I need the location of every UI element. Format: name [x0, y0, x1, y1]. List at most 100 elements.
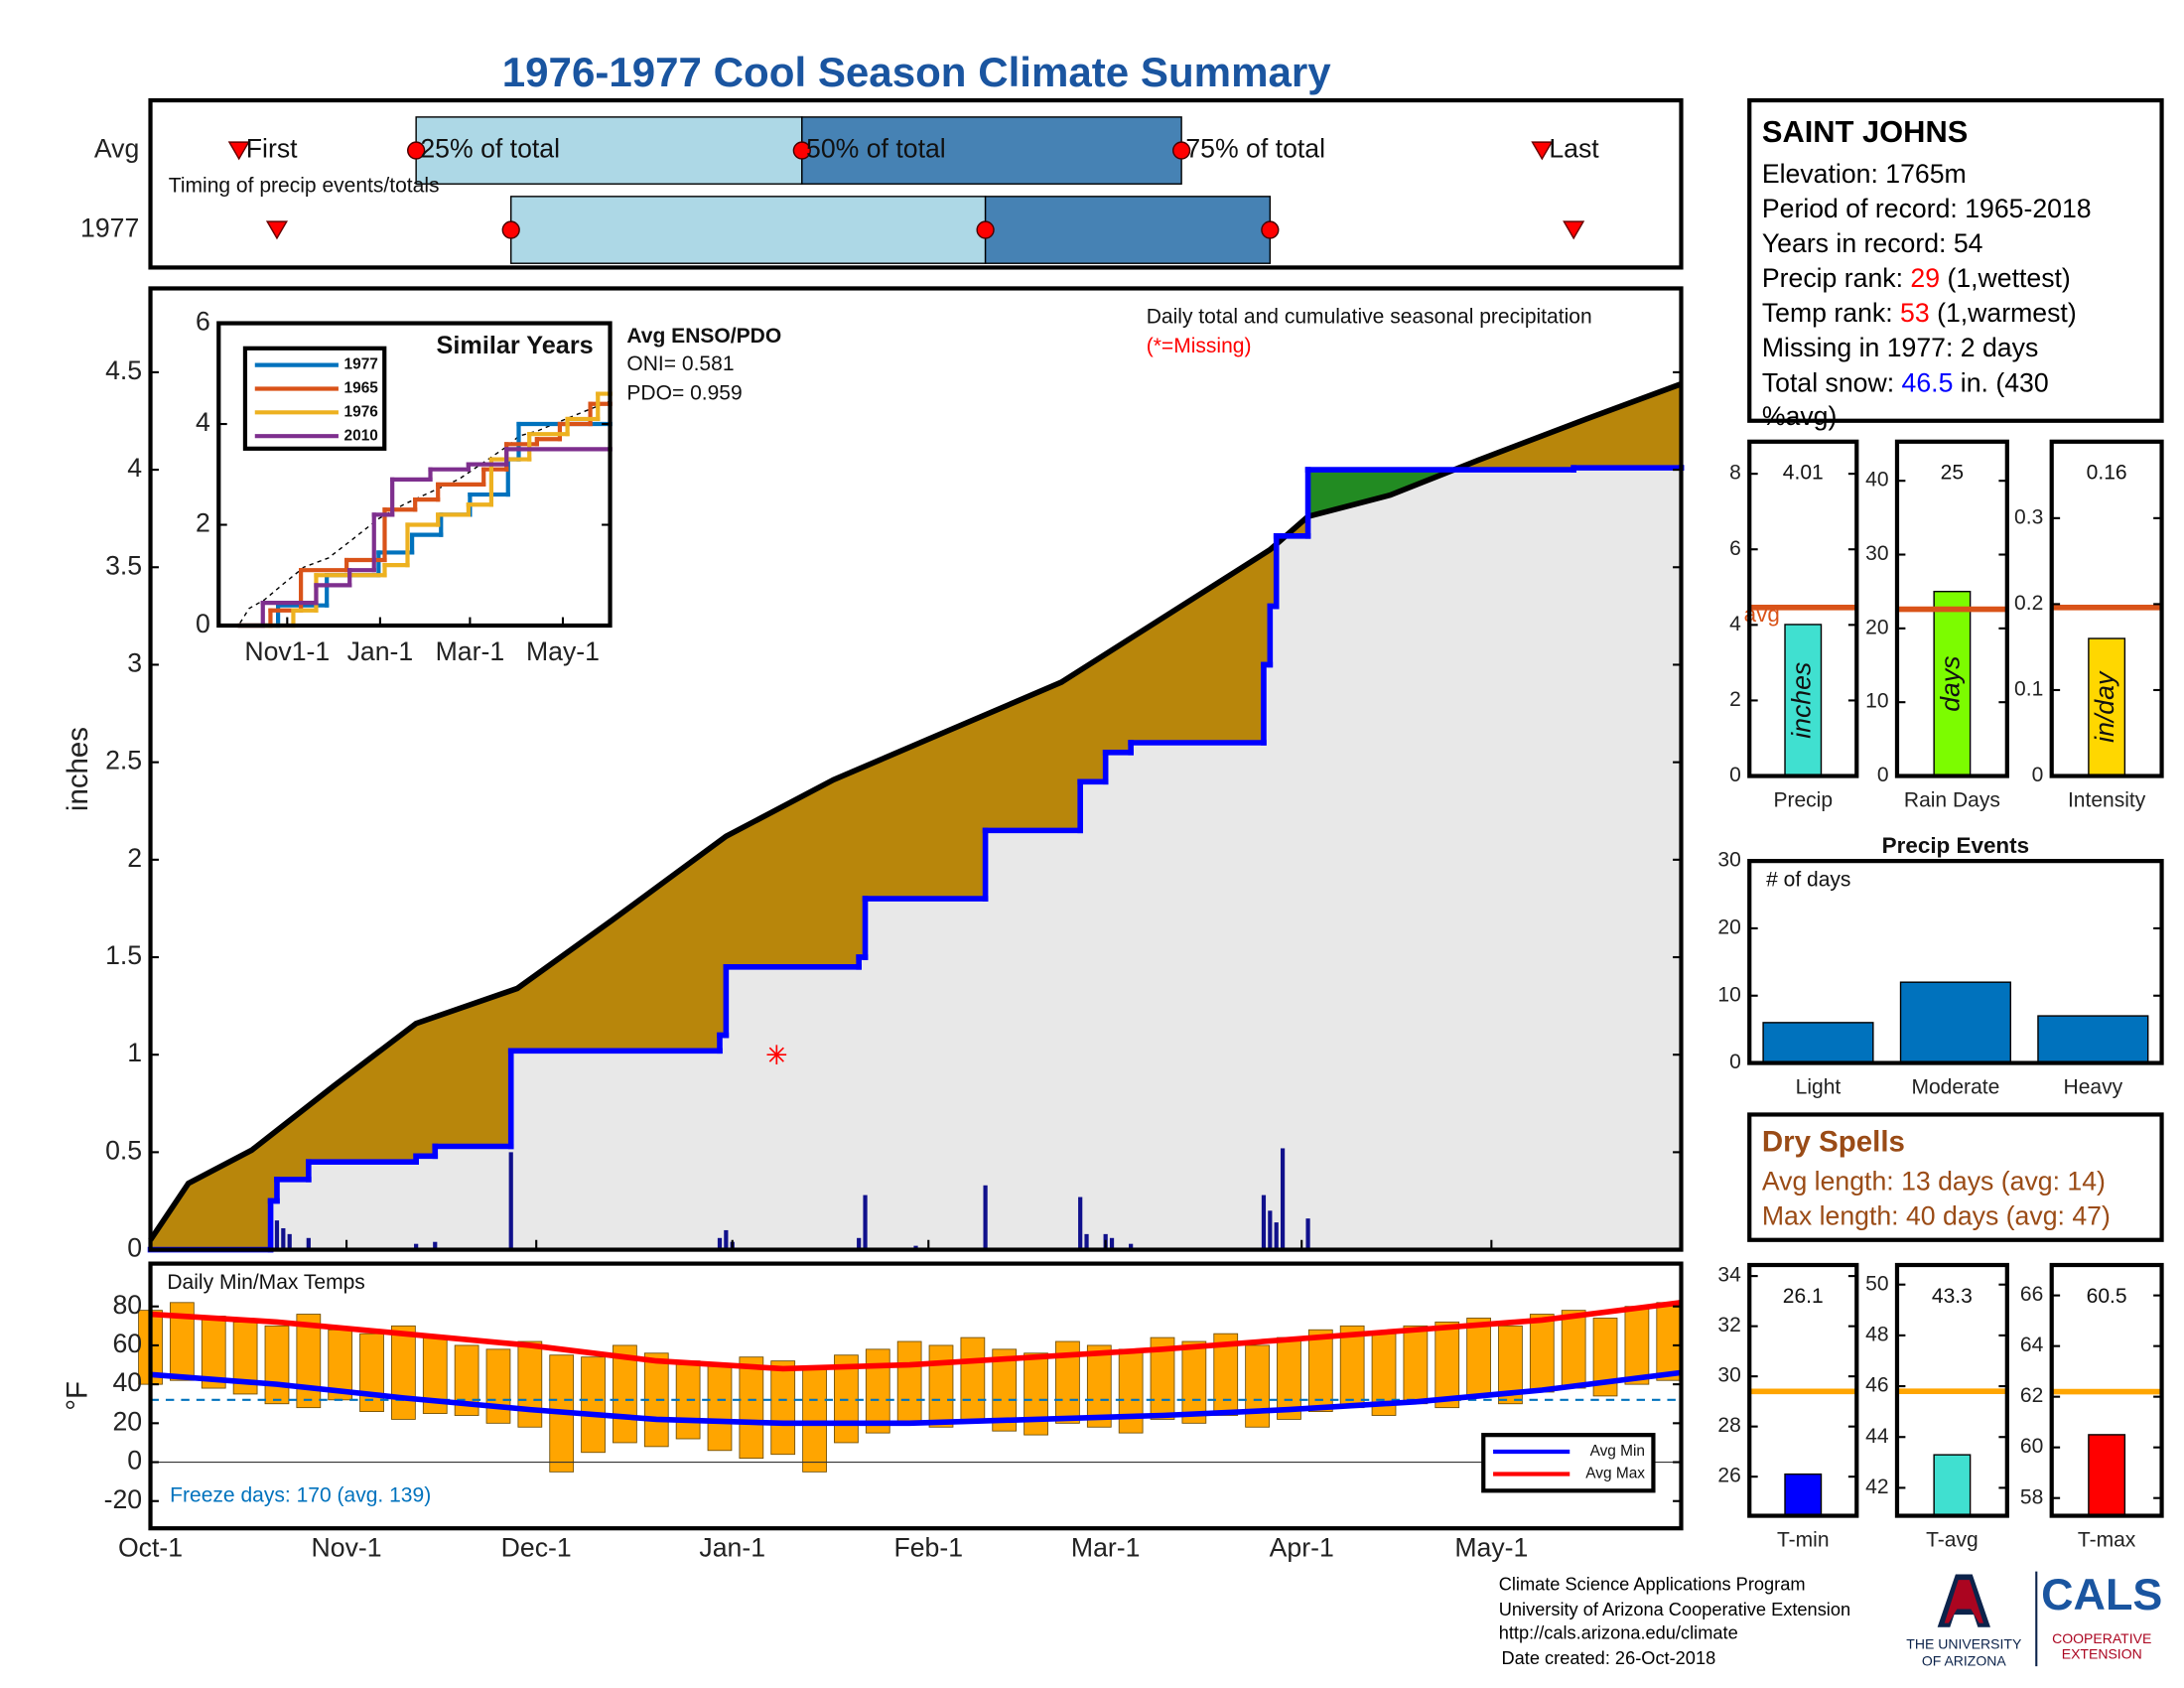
x-tick-label: May-1 [1454, 1532, 1528, 1562]
category-label: T-max [2078, 1528, 2136, 1551]
temp-range-bar [739, 1356, 764, 1460]
x-tick-label: Jan-1 [699, 1532, 765, 1562]
y-tick-label: 60 [2020, 1435, 2043, 1458]
y-tick-label: 3.5 [105, 550, 142, 580]
info-text: (1,warmest) [1930, 298, 2077, 328]
temp-range-bar [1561, 1310, 1586, 1389]
inset-title: Similar Years [437, 332, 594, 359]
footer-line: Climate Science Applications Program [1499, 1574, 1806, 1595]
daily-bar [1261, 1195, 1267, 1250]
daily-bar [281, 1227, 286, 1250]
temp-range-bar [896, 1340, 922, 1424]
x-tick-label: Dec-1 [501, 1532, 572, 1562]
temp-range-bar [992, 1348, 1018, 1432]
temp-range-bar [1498, 1325, 1523, 1405]
y-tick-label: 30 [1717, 1364, 1740, 1387]
daily-bar [857, 1237, 862, 1250]
dry-frame [1747, 1112, 2164, 1242]
x-tick-label: Oct-1 [118, 1532, 183, 1562]
event-marker [1563, 220, 1585, 240]
enso-line: ONI= 0.581 [626, 352, 734, 375]
freeze-note: Freeze days: 170 (avg. 139) [170, 1483, 431, 1506]
y-tick-label: 2 [127, 843, 142, 873]
temp-range-bar [1529, 1314, 1555, 1393]
plot-frame [148, 97, 1684, 270]
y-tick-label: 62 [2020, 1384, 2043, 1407]
y-tick-label: 46 [1865, 1374, 1888, 1397]
y-tick-label: 20 [1717, 915, 1740, 938]
logo: THE UNIVERSITY OF ARIZONA CALS COOPERATI… [1906, 1569, 2162, 1668]
y-tick-label: 0 [1877, 764, 1889, 786]
legend-label: 1965 [344, 380, 379, 397]
y-tick-label: 0 [2032, 764, 2044, 786]
temp-range-bar [581, 1356, 606, 1454]
y-tick-label: 66 [2020, 1283, 2043, 1306]
daily-bar [433, 1241, 438, 1250]
y-tick-label: 30 [1865, 542, 1888, 565]
y-tick-label: 26 [1717, 1465, 1740, 1487]
legend-frame [1481, 1433, 1656, 1493]
logo-text: EXTENSION [2062, 1646, 2142, 1662]
plot-frame [1747, 1262, 1859, 1518]
timing-caption: Timing of precip events/totals [169, 175, 440, 198]
y-tick-label: 2.5 [105, 746, 142, 775]
missing-marker [766, 1045, 787, 1065]
y-tick-label: 0 [127, 1446, 142, 1476]
quartile-box [415, 116, 803, 185]
plot-frame [2049, 439, 2164, 778]
y-tick-label: 30 [1717, 849, 1740, 872]
y-tick-label: 80 [112, 1290, 142, 1320]
y-tick-label: 0.3 [2014, 505, 2043, 528]
temp-range-bar [517, 1340, 543, 1428]
category-label: Rain Days [1904, 788, 2000, 811]
daily-bar [717, 1237, 723, 1250]
average-line [148, 381, 1683, 1242]
daily-bar [1084, 1233, 1089, 1250]
category-label: Light [1796, 1075, 1842, 1098]
legend-label: Avg Max [1585, 1466, 1645, 1482]
category-label: Moderate [1911, 1075, 1999, 1098]
marker-label: First [246, 134, 298, 164]
daily-bar [414, 1243, 419, 1250]
y-tick-label: 0.1 [2014, 678, 2043, 701]
temp-range-bar [485, 1348, 511, 1424]
y-tick-label: 3 [127, 648, 142, 678]
footer: Climate Science Applications Program Uni… [1499, 1574, 1850, 1668]
unit-label: inches [1786, 662, 1816, 739]
daily-bar [1274, 1222, 1279, 1250]
x-tick-label: May-1 [526, 636, 600, 666]
y-tick-label: 44 [1865, 1425, 1889, 1448]
y-tick-label: 8 [1729, 462, 1741, 485]
daily-bar [287, 1233, 292, 1250]
y-tick-label: 34 [1717, 1264, 1741, 1287]
y-tick-label: 1.5 [105, 940, 142, 970]
row-label: Avg [94, 134, 139, 164]
info-value: 53 [1900, 298, 1930, 328]
logo-text: THE UNIVERSITY [1906, 1636, 2022, 1652]
temp-range-bar [391, 1325, 416, 1420]
temp-range-bar [1055, 1340, 1080, 1424]
y-tick-label: 2 [1729, 688, 1741, 711]
temp-range-bar [1592, 1318, 1618, 1397]
temp-range-bar [170, 1302, 195, 1381]
daily-bar [724, 1229, 729, 1250]
y-tick-label: 20 [1865, 616, 1888, 638]
info-text: Temp rank: [1762, 298, 1900, 328]
unit-label: days [1935, 655, 1965, 711]
temp-range-bar [1624, 1306, 1650, 1385]
temp-range-bar [1118, 1348, 1144, 1434]
total-marker [501, 220, 520, 239]
plot-frame [2049, 1262, 2164, 1518]
bar [1784, 1473, 1823, 1517]
temp-range-bar [1403, 1325, 1429, 1405]
temp-range-bar [960, 1336, 986, 1420]
daily-bar [1078, 1196, 1083, 1250]
y-tick-label: 60 [112, 1329, 142, 1358]
category-label: Intensity [2068, 788, 2146, 811]
total-marker [407, 141, 426, 160]
avg-temp-line [150, 1300, 1682, 1372]
info-line: Precip rank: 29 (1,wettest) [1762, 263, 2071, 293]
y-tick-label: 6 [1729, 537, 1741, 560]
marker-label: 25% of total [420, 134, 560, 164]
temp-range-bar [1213, 1333, 1239, 1416]
